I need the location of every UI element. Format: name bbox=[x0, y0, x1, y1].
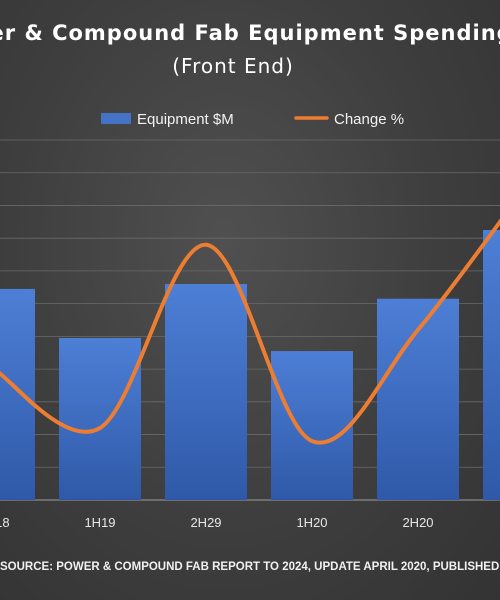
chart-title: Power & Compound Fab Equipment Spending bbox=[0, 21, 500, 45]
bar-1h20 bbox=[271, 351, 353, 500]
x-tick-label: 1H20 bbox=[296, 515, 327, 530]
bars bbox=[0, 230, 500, 500]
bar-2h29 bbox=[165, 284, 247, 500]
x-axis-ticks: 2H181H192H291H202H201H21 bbox=[0, 515, 434, 530]
change-line-path bbox=[0, 218, 500, 445]
change-line bbox=[0, 218, 500, 445]
chart-titles: Power & Compound Fab Equipment Spending … bbox=[0, 21, 500, 78]
x-tick-label: 2H20 bbox=[402, 515, 433, 530]
legend-label-change: Change % bbox=[334, 111, 404, 128]
legend: Equipment $M Change % bbox=[101, 111, 404, 128]
legend-swatch-equipment bbox=[101, 113, 131, 124]
x-tick-label: 2H18 bbox=[0, 515, 10, 530]
bar-2h18 bbox=[0, 288, 35, 500]
chart-subtitle: (Front End) bbox=[172, 54, 294, 78]
source-footnote: SOURCE: POWER & COMPOUND FAB REPORT TO 2… bbox=[0, 561, 500, 573]
bar-1h19 bbox=[59, 338, 141, 500]
bar-1h21 bbox=[483, 230, 500, 500]
x-tick-label: 1H19 bbox=[84, 515, 115, 530]
legend-label-equipment: Equipment $M bbox=[137, 111, 234, 128]
x-tick-label: 2H29 bbox=[190, 515, 221, 530]
